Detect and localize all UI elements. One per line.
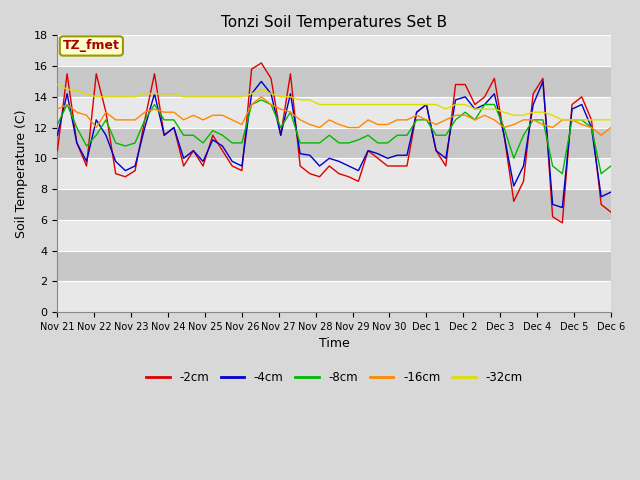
Bar (58, 66, 611, 97)
Bar (58, 36, 611, 66)
Y-axis label: Soil Temperature (C): Soil Temperature (C) (15, 109, 28, 238)
Title: Tonzi Soil Temperatures Set B: Tonzi Soil Temperatures Set B (221, 15, 447, 30)
Bar (58, 128, 611, 158)
Text: TZ_fmet: TZ_fmet (63, 39, 120, 52)
Bar (58, 281, 611, 312)
Bar (58, 220, 611, 251)
Bar (58, 251, 611, 281)
X-axis label: Time: Time (319, 337, 349, 350)
Bar (58, 189, 611, 220)
Bar (58, 97, 611, 128)
Bar (58, 158, 611, 189)
Bar (58, 5, 611, 36)
Legend: -2cm, -4cm, -8cm, -16cm, -32cm: -2cm, -4cm, -8cm, -16cm, -32cm (141, 367, 527, 389)
